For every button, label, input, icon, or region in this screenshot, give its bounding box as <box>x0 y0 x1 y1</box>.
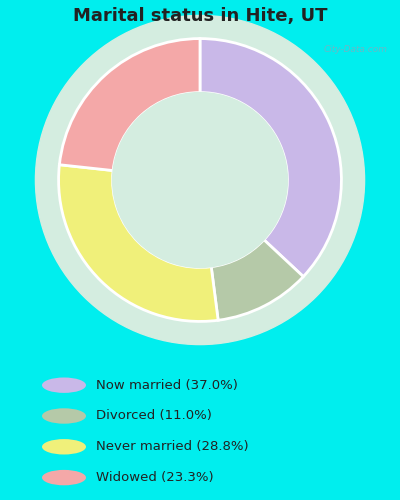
Circle shape <box>42 408 86 424</box>
Text: Now married (37.0%): Now married (37.0%) <box>96 378 238 392</box>
Text: Never married (28.8%): Never married (28.8%) <box>96 440 249 454</box>
Circle shape <box>42 470 86 486</box>
Text: Marital status in Hite, UT: Marital status in Hite, UT <box>73 8 327 26</box>
Wedge shape <box>58 164 218 322</box>
Circle shape <box>42 378 86 393</box>
Wedge shape <box>211 240 303 320</box>
Text: Widowed (23.3%): Widowed (23.3%) <box>96 471 214 484</box>
Text: City-Data.com: City-Data.com <box>324 45 388 54</box>
Circle shape <box>112 92 288 268</box>
Text: Divorced (11.0%): Divorced (11.0%) <box>96 410 212 422</box>
Circle shape <box>97 77 303 283</box>
Circle shape <box>36 16 364 344</box>
Wedge shape <box>59 38 200 170</box>
Wedge shape <box>200 38 342 276</box>
Circle shape <box>42 439 86 454</box>
